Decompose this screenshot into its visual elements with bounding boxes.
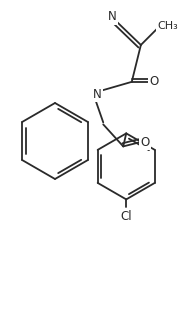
Text: Cl: Cl <box>120 210 132 223</box>
Text: CH₃: CH₃ <box>157 21 178 31</box>
Text: O: O <box>149 75 158 88</box>
Text: N: N <box>93 88 102 101</box>
Text: O: O <box>141 136 150 149</box>
Text: N: N <box>108 10 117 23</box>
